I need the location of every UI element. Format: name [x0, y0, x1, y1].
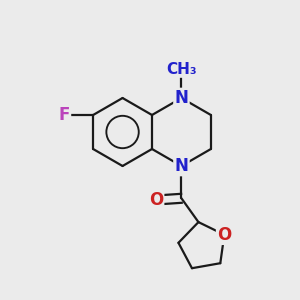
Text: F: F — [58, 106, 70, 124]
Text: N: N — [175, 157, 188, 175]
Text: O: O — [217, 226, 231, 244]
Text: O: O — [149, 191, 163, 209]
Text: N: N — [175, 89, 188, 107]
Text: CH₃: CH₃ — [166, 61, 197, 76]
